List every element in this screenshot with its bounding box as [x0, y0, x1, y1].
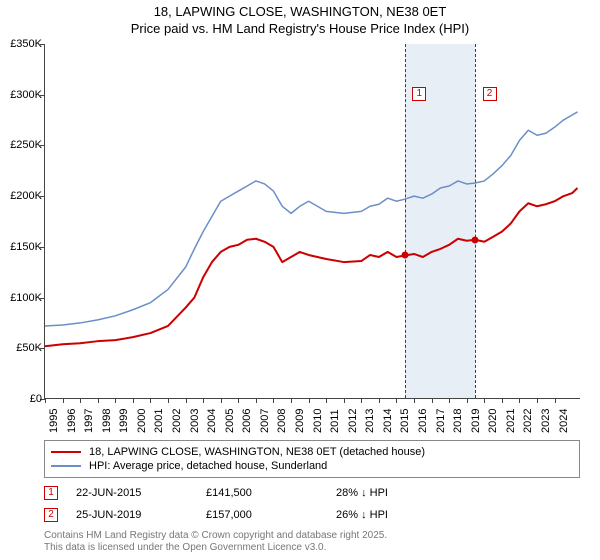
title-line1: 18, LAPWING CLOSE, WASHINGTON, NE38 0ET — [0, 4, 600, 21]
x-tick-label: 2001 — [153, 409, 165, 433]
sale-dot — [472, 236, 479, 243]
legend-swatch — [51, 465, 81, 467]
y-tick-label: £150K — [10, 241, 42, 253]
x-tick-label: 1999 — [118, 409, 130, 433]
chart-plot-area: 12 — [44, 44, 580, 399]
sale-date: 25-JUN-2019 — [76, 509, 206, 521]
x-tick-label: 2010 — [312, 409, 324, 433]
x-tick-label: 2013 — [364, 409, 376, 433]
x-tick-label: 2023 — [540, 409, 552, 433]
x-tick-label: 2009 — [294, 409, 306, 433]
x-tick-label: 2003 — [189, 409, 201, 433]
y-tick-label: £0 — [30, 393, 42, 405]
x-tick-label: 2011 — [329, 409, 341, 433]
legend-and-sales: 18, LAPWING CLOSE, WASHINGTON, NE38 0ET … — [44, 440, 580, 554]
x-tick-label: 2024 — [558, 409, 570, 433]
chart-title: 18, LAPWING CLOSE, WASHINGTON, NE38 0ET … — [0, 0, 600, 38]
legend-row: HPI: Average price, detached house, Sund… — [51, 459, 573, 473]
sale-dot — [401, 252, 408, 259]
sales-rows: 1 22-JUN-2015£141,50028% ↓ HPI 2 25-JUN-201… — [44, 486, 580, 522]
sale-marker-box: 2 — [483, 87, 497, 101]
x-tick-label: 1996 — [66, 409, 78, 433]
footer-note: Contains HM Land Registry data © Crown c… — [44, 530, 580, 554]
y-tick-label: £250K — [10, 139, 42, 151]
y-tick-label: £100K — [10, 292, 42, 304]
legend-box: 18, LAPWING CLOSE, WASHINGTON, NE38 0ET … — [44, 440, 580, 478]
sale-row: 2 25-JUN-2019£157,00026% ↓ HPI — [44, 508, 580, 522]
title-line2: Price paid vs. HM Land Registry's House … — [0, 21, 600, 38]
x-tick-label: 2002 — [171, 409, 183, 433]
x-tick-label: 2018 — [452, 409, 464, 433]
x-tick-label: 2012 — [347, 409, 359, 433]
x-tick-label: 2000 — [136, 409, 148, 433]
x-tick-label: 2004 — [206, 409, 218, 433]
sale-delta: 26% ↓ HPI — [336, 509, 466, 521]
x-tick-label: 2021 — [505, 409, 517, 433]
y-tick-label: £200K — [10, 190, 42, 202]
sale-delta: 28% ↓ HPI — [336, 487, 466, 499]
x-tick-label: 2017 — [435, 409, 447, 433]
x-tick-label: 2007 — [259, 409, 271, 433]
sale-row-marker: 1 — [44, 486, 58, 500]
y-tick-label: £300K — [10, 89, 42, 101]
sale-row-marker: 2 — [44, 508, 58, 522]
x-tick-label: 1998 — [101, 409, 113, 433]
x-tick-label: 2015 — [399, 409, 411, 433]
legend-swatch — [51, 451, 81, 453]
x-tick-label: 2016 — [417, 409, 429, 433]
sale-marker-box: 1 — [412, 87, 426, 101]
x-tick-label: 2020 — [487, 409, 499, 433]
x-tick-label: 1997 — [83, 409, 95, 433]
chart-lines — [45, 44, 581, 399]
legend-row: 18, LAPWING CLOSE, WASHINGTON, NE38 0ET … — [51, 445, 573, 459]
x-tick-label: 2019 — [470, 409, 482, 433]
series-hpi — [45, 112, 577, 326]
series-property — [45, 188, 577, 346]
legend-label: 18, LAPWING CLOSE, WASHINGTON, NE38 0ET … — [89, 446, 425, 458]
y-tick-label: £50K — [16, 342, 42, 354]
sale-price: £157,000 — [206, 509, 336, 521]
x-tick-label: 2006 — [241, 409, 253, 433]
x-tick-label: 2005 — [224, 409, 236, 433]
y-tick-label: £350K — [10, 38, 42, 50]
x-tick-label: 2014 — [382, 409, 394, 433]
sale-date: 22-JUN-2015 — [76, 487, 206, 499]
x-tick-label: 2008 — [276, 409, 288, 433]
footer-line1: Contains HM Land Registry data © Crown c… — [44, 530, 580, 542]
x-tick-label: 2022 — [522, 409, 534, 433]
sale-price: £141,500 — [206, 487, 336, 499]
footer-line2: This data is licensed under the Open Gov… — [44, 542, 580, 554]
x-tick-label: 1995 — [48, 409, 60, 433]
sale-row: 1 22-JUN-2015£141,50028% ↓ HPI — [44, 486, 580, 500]
legend-label: HPI: Average price, detached house, Sund… — [89, 460, 327, 472]
